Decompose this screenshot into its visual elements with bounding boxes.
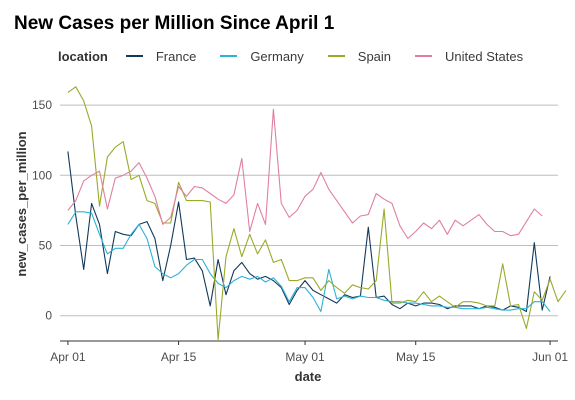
legend-item-france: France: [125, 48, 197, 64]
y-tick-label: 150: [32, 98, 52, 112]
series-lines: [67, 86, 567, 341]
legend-key-united-states: [415, 55, 433, 57]
legend-label-france: France: [155, 48, 197, 64]
series-line-united-states: [67, 108, 543, 240]
legend-key-germany: [220, 55, 238, 57]
x-tick-label: Jun 01: [532, 350, 568, 364]
series-line-germany: [67, 211, 551, 313]
chart-title: New Cases per Million Since April 1: [14, 13, 335, 34]
y-axis: 0 50 100 150: [32, 98, 52, 323]
gridlines: [60, 104, 558, 317]
series-line-spain: [67, 86, 567, 341]
legend-key-spain: [327, 55, 345, 57]
x-axis-label: date: [295, 369, 322, 384]
legend-item-spain: Spain: [327, 48, 392, 64]
legend-item-united-states: United States: [415, 49, 523, 64]
legend-title: location: [58, 48, 108, 64]
legend-label-germany: Germany: [250, 48, 304, 64]
x-tick-label: May 01: [285, 350, 325, 364]
legend-key-france: [125, 55, 143, 57]
legend-label-united-states: United States: [445, 48, 524, 64]
y-tick-label: 0: [45, 309, 52, 323]
x-tick-label: Apr 15: [161, 350, 197, 364]
x-axis: Apr 01 Apr 15 May 01 May 15 Jun 01: [50, 340, 568, 364]
x-tick-label: May 15: [396, 350, 436, 364]
series-line-france: [67, 151, 551, 313]
y-tick-label: 50: [39, 239, 53, 253]
legend-label-spain: Spain: [357, 48, 392, 64]
y-tick-label: 100: [32, 168, 52, 182]
x-tick-label: Apr 01: [50, 350, 86, 364]
legend: location France Germany Spain United Sta…: [58, 46, 547, 66]
legend-item-germany: Germany: [220, 48, 304, 64]
y-axis-label: new_cases_per_million: [14, 131, 29, 276]
